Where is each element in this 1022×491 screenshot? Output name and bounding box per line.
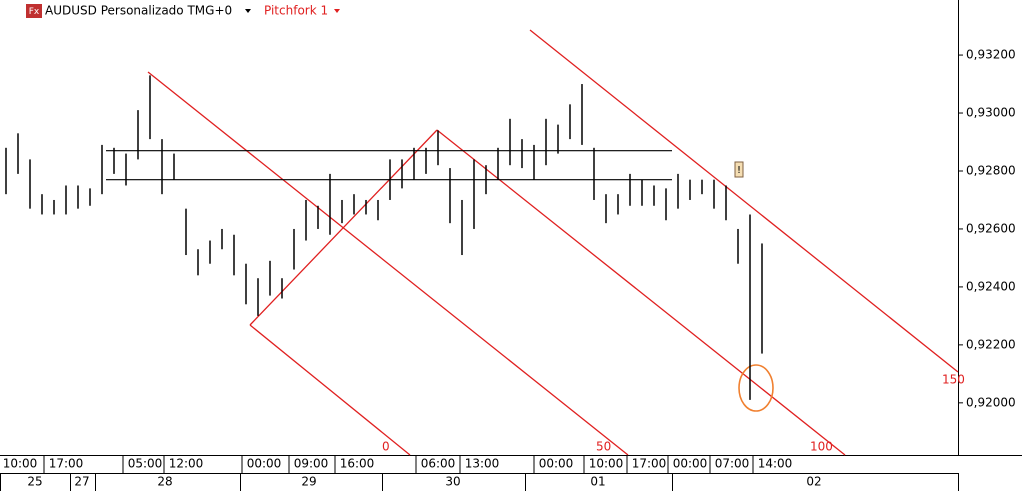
- symbol-dropdown[interactable]: [245, 9, 251, 13]
- symbol-title[interactable]: AUDUSD Personalizado TMG+0: [45, 4, 232, 18]
- pitchfork-level-label: 150: [942, 373, 965, 387]
- date-label: 30: [445, 475, 460, 489]
- y-tick-label: 0,92200: [966, 337, 1016, 351]
- pitchfork-line: [147, 71, 629, 456]
- pitchfork-level-label: 50: [596, 440, 611, 454]
- date-label: 25: [27, 475, 42, 489]
- date-label: 29: [301, 475, 316, 489]
- pitchfork-line: [249, 324, 411, 456]
- highlight-circle: [738, 364, 774, 412]
- y-tick-label: 0,93000: [966, 106, 1016, 120]
- time-label: 17:00: [49, 457, 84, 471]
- time-label: 12:00: [169, 457, 204, 471]
- tool-dropdown[interactable]: [334, 9, 340, 13]
- time-label: 10:00: [3, 457, 38, 471]
- time-label: 17:00: [632, 457, 667, 471]
- pitchfork-level-label: 100: [810, 440, 833, 454]
- time-label: 00:00: [247, 457, 282, 471]
- date-label: 27: [74, 475, 89, 489]
- tool-title[interactable]: Pitchfork 1: [264, 4, 328, 18]
- time-label: 13:00: [465, 457, 500, 471]
- time-label: 16:00: [340, 457, 375, 471]
- symbol-icon-text: Fx: [29, 7, 40, 17]
- pitchfork-line: [436, 129, 846, 456]
- y-tick-label: 0,92000: [966, 395, 1016, 409]
- time-label: 09:00: [294, 457, 329, 471]
- date-label: 02: [806, 475, 821, 489]
- symbol-icon: [26, 4, 42, 18]
- time-label: 00:00: [673, 457, 708, 471]
- y-tick-label: 0,93200: [966, 48, 1016, 62]
- date-label: 28: [157, 475, 172, 489]
- time-label: 07:00: [715, 457, 750, 471]
- time-label: 10:00: [589, 457, 624, 471]
- time-label: 00:00: [539, 457, 574, 471]
- y-tick-label: 0,92400: [966, 279, 1016, 293]
- y-tick-label: 0,92800: [966, 163, 1016, 177]
- alert-marker: [734, 161, 744, 178]
- date-label: 01: [590, 475, 605, 489]
- pitchfork-line: [529, 29, 959, 373]
- pitchfork-level-label: 0: [382, 440, 390, 454]
- time-label: 14:00: [758, 457, 793, 471]
- time-label: 06:00: [421, 457, 456, 471]
- time-label: 05:00: [128, 457, 163, 471]
- alert-marker-icon: !: [737, 165, 741, 176]
- y-tick-label: 0,92600: [966, 221, 1016, 235]
- pitchfork: [147, 29, 959, 456]
